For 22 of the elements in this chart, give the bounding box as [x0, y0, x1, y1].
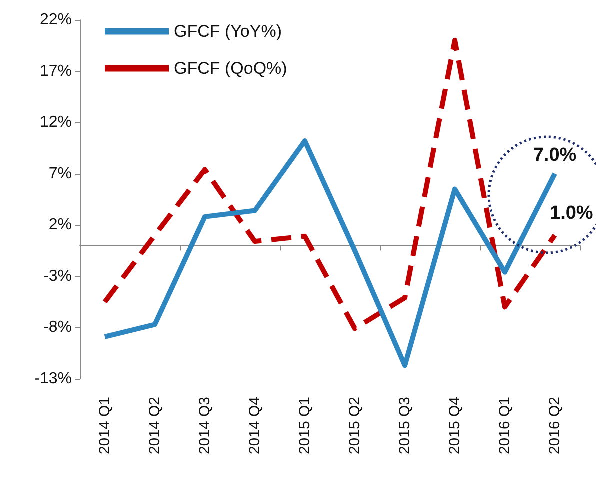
x-tick-label: 2015 Q3	[396, 397, 414, 455]
data-label: 1.0%	[550, 202, 594, 224]
legend-label: GFCF (YoY%)	[174, 22, 282, 41]
y-tick-label: 7%	[48, 165, 72, 182]
x-tick-label: 2014 Q4	[246, 397, 264, 455]
legend-label: GFCF (QoQ%)	[174, 59, 288, 78]
y-tick-label: -8%	[44, 319, 72, 336]
y-tick-label: 2%	[48, 216, 72, 234]
x-tick-label: 2014 Q2	[146, 397, 164, 455]
y-tick-label: -3%	[44, 268, 72, 285]
x-tick-label: 2016 Q2	[546, 397, 564, 455]
x-tick-label: 2014 Q3	[196, 397, 214, 455]
y-tick-label: 12%	[40, 114, 72, 132]
y-tick-label: -13%	[34, 370, 72, 388]
y-tick-label: 22%	[40, 12, 72, 28]
y-tick-label: 17%	[40, 62, 72, 80]
x-tick-label: 2015 Q2	[346, 397, 364, 455]
data-label: 7.0%	[533, 144, 577, 166]
x-tick-label: 2015 Q1	[296, 397, 314, 455]
x-tick-label: 2015 Q4	[446, 397, 464, 455]
x-tick-label: 2014 Q1	[96, 397, 114, 455]
x-tick-label: 2016 Q1	[496, 397, 514, 455]
